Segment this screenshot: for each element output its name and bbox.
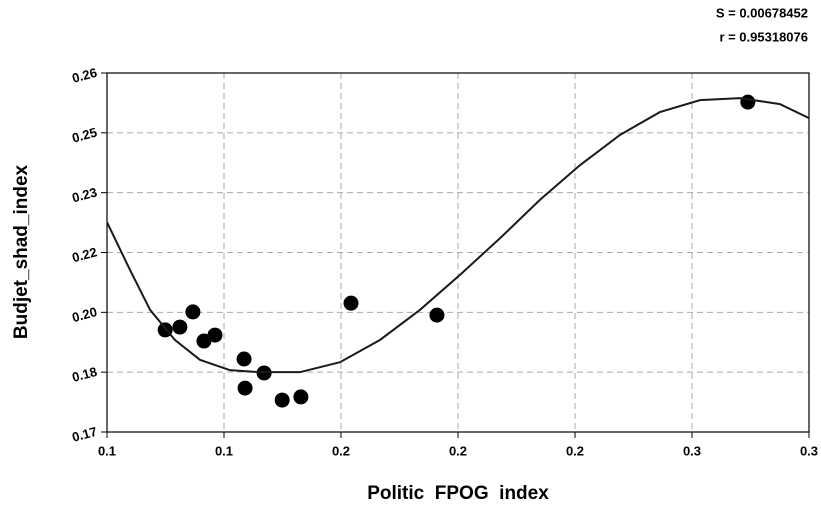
point — [343, 295, 359, 311]
y-tick-label: 0.18 — [70, 364, 98, 385]
y-tick-label: 0.23 — [70, 184, 98, 205]
point — [172, 319, 188, 335]
y-axis-title: Budjet_shad_index — [11, 164, 32, 339]
point — [293, 389, 309, 405]
point — [237, 380, 253, 396]
fit-line — [107, 97, 809, 374]
y-tick-label: 0.17 — [70, 424, 98, 445]
point — [740, 94, 756, 110]
plot-frame — [106, 72, 810, 433]
x-tick-label: 0.2 — [332, 443, 350, 458]
x-tick-label: 0.2 — [566, 443, 584, 458]
y-tick-label: 0.26 — [70, 65, 98, 86]
point — [207, 327, 223, 343]
point — [196, 333, 212, 349]
x-tick-label: 0.3 — [683, 443, 701, 458]
y-tick-label: 0.25 — [70, 125, 98, 146]
x-axis-title: Politic FPOG index — [367, 483, 549, 504]
point — [236, 351, 252, 367]
x-tick-label: 0.1 — [215, 443, 233, 458]
x-tick-label: 0.2 — [449, 443, 467, 458]
point — [185, 304, 201, 320]
y-tick-label: 0.22 — [70, 244, 98, 265]
y-tick-label: 0.20 — [70, 304, 98, 325]
annotation: r = 0.95318076 — [719, 29, 808, 44]
annotation: S = 0.00678452 — [716, 5, 808, 20]
point — [429, 307, 445, 323]
x-tick-label: 0.3 — [800, 443, 818, 458]
point — [274, 392, 290, 408]
x-tick-label: 0.1 — [98, 443, 116, 458]
